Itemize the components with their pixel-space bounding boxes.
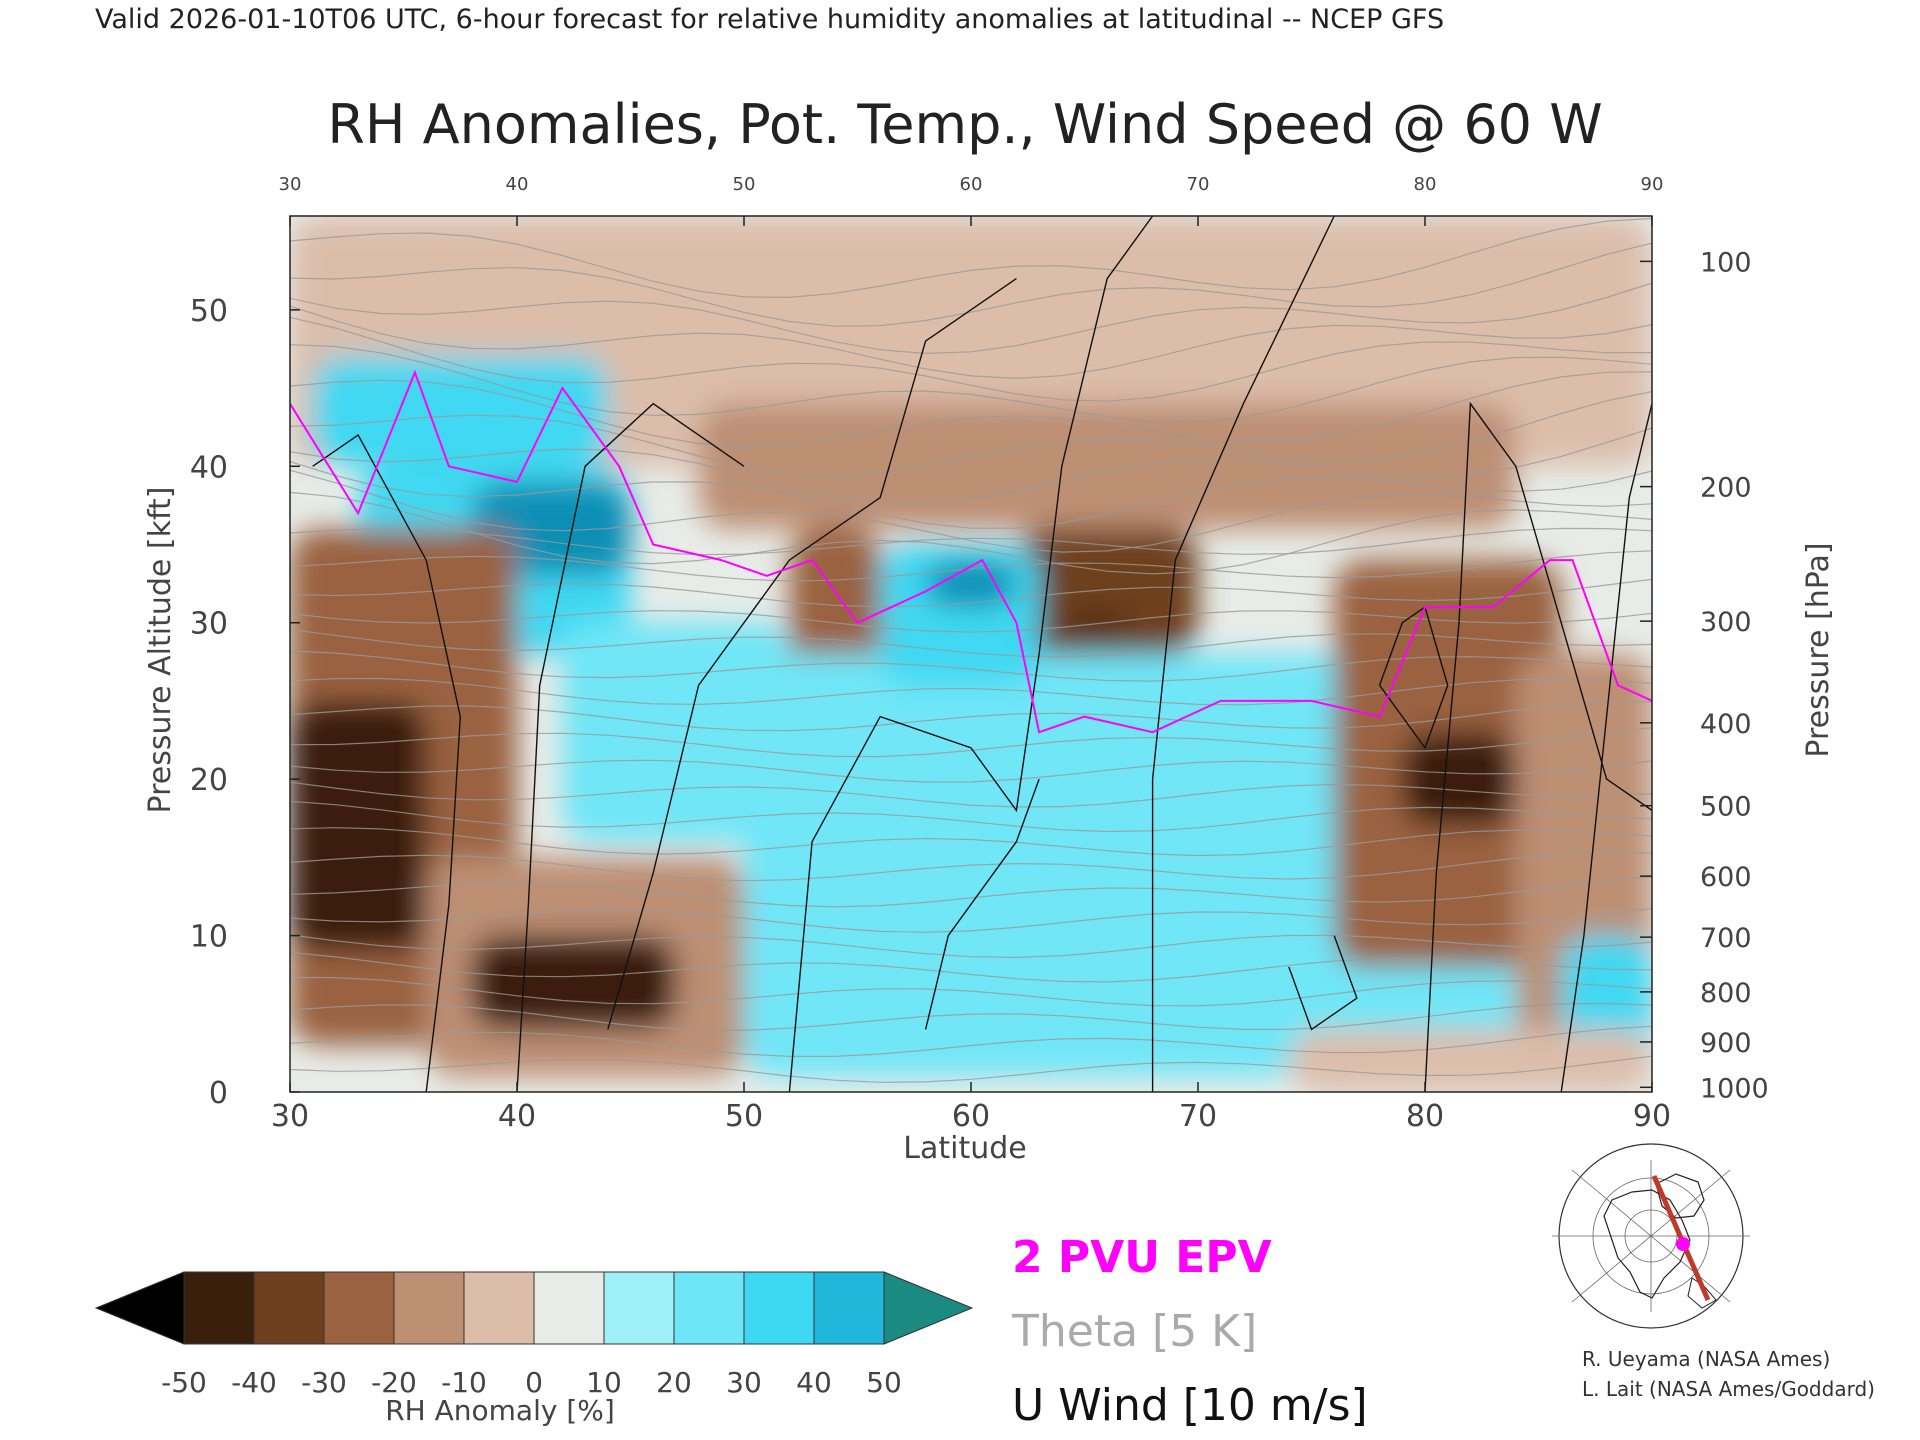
colorbar-tick-label: -20 bbox=[371, 1366, 417, 1399]
location-map bbox=[1552, 1143, 1750, 1329]
pressure-tick-label: 1000 bbox=[1700, 1073, 1769, 1104]
rh-anomaly-field bbox=[290, 216, 1652, 1092]
rh-region-13 bbox=[290, 700, 427, 952]
u-wind-contours bbox=[312, 216, 1652, 1092]
header-text: Valid 2026-01-10T06 UTC, 6-hour forecast… bbox=[95, 4, 1444, 35]
colorbar-high-arrow bbox=[883, 1271, 974, 1345]
colorbar-segment bbox=[673, 1271, 745, 1345]
y-tick-label: 50 bbox=[190, 294, 228, 329]
pressure-tick-label: 600 bbox=[1700, 862, 1752, 893]
colorbar-tick-label: -10 bbox=[441, 1366, 487, 1399]
colorbar-tick-label: -40 bbox=[231, 1366, 277, 1399]
top-x-tick-label: 30 bbox=[279, 174, 302, 195]
colorbar-segment bbox=[183, 1271, 255, 1345]
colorbar-label: RH Anomaly [%] bbox=[385, 1394, 615, 1427]
colorbar-tick-label: 10 bbox=[586, 1366, 622, 1399]
colorbar-tick-label: -30 bbox=[301, 1366, 347, 1399]
pressure-tick-label: 500 bbox=[1700, 792, 1752, 823]
top-x-tick-label: 40 bbox=[506, 174, 529, 195]
x-tick-label: 60 bbox=[952, 1099, 990, 1134]
rh-region-1 bbox=[698, 403, 1516, 529]
colorbar-segment bbox=[323, 1271, 395, 1345]
pressure-tick-label: 900 bbox=[1700, 1028, 1752, 1059]
location-marker bbox=[1676, 1237, 1690, 1251]
rh-region-4 bbox=[789, 528, 881, 686]
colorbar-tick-label: 0 bbox=[525, 1366, 543, 1399]
rh-region-3 bbox=[1061, 614, 1130, 631]
top-x-tick-label: 90 bbox=[1641, 174, 1664, 195]
pressure-tick-label: 200 bbox=[1700, 473, 1752, 504]
x-tick-label: 70 bbox=[1179, 1099, 1217, 1134]
rh-region-11 bbox=[925, 560, 1017, 608]
rh-region-20 bbox=[1288, 1029, 1652, 1092]
plot-area bbox=[289, 215, 1653, 1093]
rh-region-5 bbox=[312, 356, 608, 467]
legend-entry: 2 PVU EPV bbox=[1012, 1232, 1272, 1283]
colorbar-segment bbox=[533, 1271, 605, 1345]
top-x-tick-label: 80 bbox=[1414, 174, 1437, 195]
colorbar-tick-label: 20 bbox=[656, 1366, 692, 1399]
rh-region-17 bbox=[1402, 732, 1516, 827]
x-tick-label: 40 bbox=[498, 1099, 536, 1134]
theta-contours bbox=[290, 217, 1652, 1083]
colorbar-segment bbox=[743, 1271, 815, 1345]
pressure-tick-label: 700 bbox=[1700, 923, 1752, 954]
pressure-tick-label: 800 bbox=[1700, 978, 1752, 1009]
colorbar-segment bbox=[463, 1271, 535, 1345]
chart-title: RH Anomalies, Pot. Temp., Wind Speed @ 6… bbox=[327, 93, 1602, 156]
pressure-axis-label: Pressure [hPa] bbox=[1801, 542, 1836, 757]
rh-region-2 bbox=[1016, 528, 1198, 654]
epv-2pvu-line bbox=[290, 369, 1652, 734]
y-axis-label: Pressure Altitude [kft] bbox=[143, 487, 178, 814]
colorbar-low-arrow bbox=[94, 1271, 185, 1345]
x-tick-label: 80 bbox=[1406, 1099, 1444, 1134]
y-tick-label: 40 bbox=[190, 450, 228, 485]
top-x-tick-label: 60 bbox=[960, 174, 983, 195]
colorbar: -50 -40 -30 -20 -10 0 10 20 30 40 50 bbox=[94, 1271, 974, 1399]
colorbar-tick-label: 50 bbox=[866, 1366, 902, 1399]
credit-line-2: L. Lait (NASA Ames/Goddard) bbox=[1582, 1377, 1875, 1401]
axes: 3030404050506060707080809090010203040501… bbox=[190, 174, 1769, 1134]
y-tick-label: 0 bbox=[209, 1076, 228, 1111]
colorbar-segment bbox=[813, 1271, 885, 1345]
colorbar-tick-label: 40 bbox=[796, 1366, 832, 1399]
pressure-tick-label: 100 bbox=[1700, 247, 1752, 278]
colorbar-segment bbox=[253, 1271, 325, 1345]
legend-entry: U Wind [10 m/s] bbox=[1012, 1380, 1368, 1431]
colorbar-tick-label: 30 bbox=[726, 1366, 762, 1399]
x-tick-label: 30 bbox=[271, 1099, 309, 1134]
colorbar-segment bbox=[603, 1271, 675, 1345]
colorbar-segment bbox=[393, 1271, 465, 1345]
credit-line-1: R. Ueyama (NASA Ames) bbox=[1582, 1347, 1830, 1371]
x-tick-label: 90 bbox=[1633, 1099, 1671, 1134]
y-tick-label: 20 bbox=[190, 763, 228, 798]
rh-region-15 bbox=[471, 935, 676, 1030]
x-axis-label: Latitude bbox=[903, 1131, 1026, 1166]
pressure-tick-label: 400 bbox=[1700, 709, 1752, 740]
colorbar-tick-label: -50 bbox=[161, 1366, 207, 1399]
pressure-tick-label: 300 bbox=[1700, 607, 1752, 638]
legend: 2 PVU EPV Theta [5 K] U Wind [10 m/s] bbox=[1011, 1232, 1368, 1431]
x-tick-label: 50 bbox=[725, 1099, 763, 1134]
top-x-tick-label: 50 bbox=[733, 174, 756, 195]
top-x-tick-label: 70 bbox=[1187, 174, 1210, 195]
y-tick-label: 30 bbox=[190, 607, 228, 642]
legend-entry: Theta [5 K] bbox=[1011, 1306, 1257, 1357]
y-tick-label: 10 bbox=[190, 920, 228, 955]
